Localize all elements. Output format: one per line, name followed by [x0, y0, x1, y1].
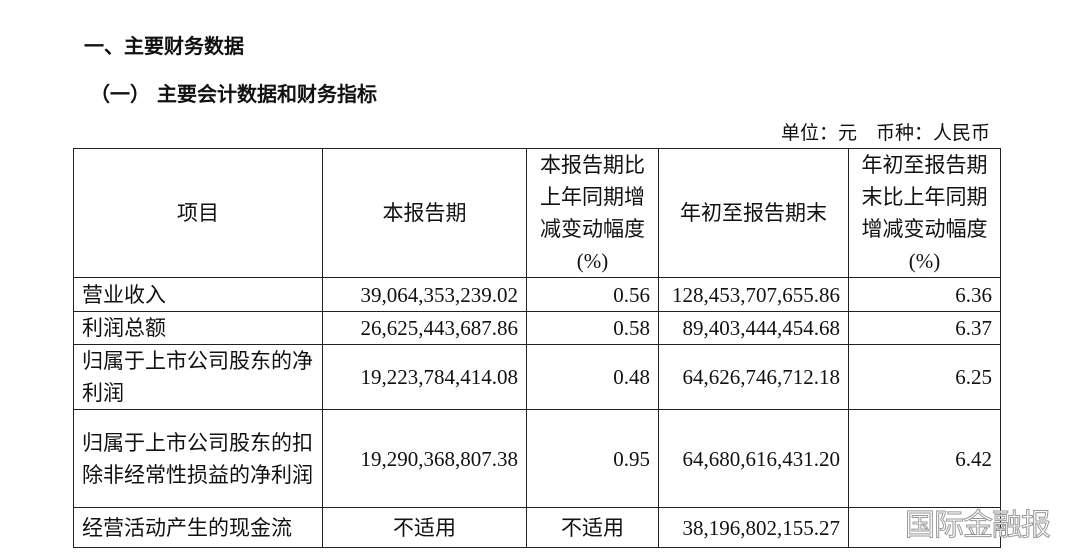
- watermark-logo: 国际金融报: [905, 508, 1052, 544]
- table-row: 经营活动产生的现金流 不适用 不适用 38,196,802,155.27: [73, 507, 1001, 548]
- row-label: 归属于上市公司股东的扣除非经常性损益的净利润: [73, 409, 323, 508]
- cell: 不适用: [526, 507, 659, 548]
- header-current-period: 本报告期: [322, 148, 527, 278]
- financial-data-table: 项目 本报告期 本报告期比上年同期增减变动幅度(%) 年初至报告期末 年初至报告…: [73, 148, 1001, 548]
- unit-currency-note: 单位：元 币种：人民币: [780, 122, 990, 144]
- table-row: 利润总额 26,625,443,687.86 0.58 89,403,444,4…: [73, 311, 1001, 345]
- cell: 0.48: [526, 344, 659, 410]
- cell: 19,290,368,807.38: [322, 409, 527, 508]
- table-row: 归属于上市公司股东的净利润 19,223,784,414.08 0.48 64,…: [73, 344, 1001, 410]
- header-current-change: 本报告期比上年同期增减变动幅度(%): [526, 148, 659, 278]
- cell: 19,223,784,414.08: [322, 344, 527, 410]
- subsection-title: （一） 主要会计数据和财务指标: [90, 82, 377, 106]
- cell: 128,453,707,655.86: [658, 277, 849, 312]
- header-ytd: 年初至报告期末: [658, 148, 849, 278]
- cell: 64,680,616,431.20: [658, 409, 849, 508]
- row-label: 经营活动产生的现金流: [73, 507, 323, 548]
- cell: 6.36: [848, 277, 1001, 312]
- table-row: 营业收入 39,064,353,239.02 0.56 128,453,707,…: [73, 277, 1001, 312]
- section-title: 一、主要财务数据: [84, 34, 244, 58]
- cell: 6.37: [848, 311, 1001, 345]
- row-label: 归属于上市公司股东的净利润: [73, 344, 323, 410]
- table-header-row: 项目 本报告期 本报告期比上年同期增减变动幅度(%) 年初至报告期末 年初至报告…: [73, 148, 1001, 278]
- cell: 26,625,443,687.86: [322, 311, 527, 345]
- header-ytd-change: 年初至报告期末比上年同期增减变动幅度(%): [848, 148, 1001, 278]
- row-label: 营业收入: [73, 277, 323, 312]
- cell: 0.58: [526, 311, 659, 345]
- cell: 不适用: [322, 507, 527, 548]
- cell: 6.25: [848, 344, 1001, 410]
- row-label: 利润总额: [73, 311, 323, 345]
- cell: 39,064,353,239.02: [322, 277, 527, 312]
- cell: 0.95: [526, 409, 659, 508]
- cell: 0.56: [526, 277, 659, 312]
- cell: [848, 507, 1001, 548]
- header-item: 项目: [73, 148, 323, 278]
- table-row: 归属于上市公司股东的扣除非经常性损益的净利润 19,290,368,807.38…: [73, 409, 1001, 508]
- cell: 89,403,444,454.68: [658, 311, 849, 345]
- cell: 38,196,802,155.27: [658, 507, 849, 548]
- cell: 64,626,746,712.18: [658, 344, 849, 410]
- cell: 6.42: [848, 409, 1001, 508]
